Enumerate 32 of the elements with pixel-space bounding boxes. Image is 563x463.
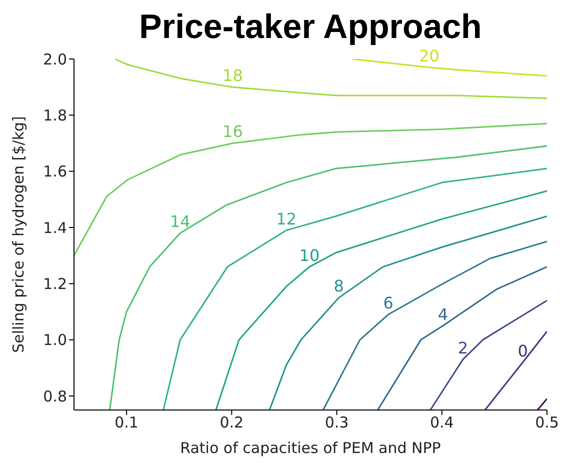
series-label: 18 <box>222 66 243 86</box>
x-axis-title: Ratio of capacities of PEM and NPP <box>180 439 441 457</box>
x-tick-label: 0.2 <box>220 414 244 432</box>
chart-title: Price-taker Approach <box>138 8 483 47</box>
line-series <box>162 168 547 410</box>
series-label: 0 <box>518 341 528 360</box>
y-tick-label: 1.2 <box>43 274 67 293</box>
line-series <box>322 240 547 410</box>
line-series <box>377 266 547 410</box>
y-tick-label: 1.8 <box>43 106 67 124</box>
y-axis-title: Selling price of hydrogen [$/kg] <box>9 116 28 353</box>
y-tick-label: 2.0 <box>43 50 67 68</box>
series-label: 6 <box>383 294 394 313</box>
y-tick-label: 1.0 <box>43 331 67 350</box>
y-tick-label: 1.4 <box>43 218 67 237</box>
series-label: 16 <box>222 122 243 142</box>
y-tick-label: 0.8 <box>43 387 67 406</box>
x-tick-label: 0.3 <box>324 414 349 432</box>
series-label: 10 <box>299 246 320 265</box>
series-label: 12 <box>276 209 297 228</box>
series-label: 20 <box>419 46 440 66</box>
x-tick-label: 0.1 <box>114 414 138 432</box>
line-series <box>108 145 547 410</box>
line-series <box>215 190 547 410</box>
series-label: 8 <box>334 276 344 296</box>
series-label: 14 <box>170 212 190 232</box>
x-tick-label: 0.4 <box>430 414 454 432</box>
y-tick-label: 1.6 <box>43 162 67 181</box>
line-series <box>430 300 547 410</box>
x-tick-label: 0.5 <box>535 414 559 432</box>
series-label: 4 <box>438 304 448 324</box>
series-label: 2 <box>458 338 468 358</box>
